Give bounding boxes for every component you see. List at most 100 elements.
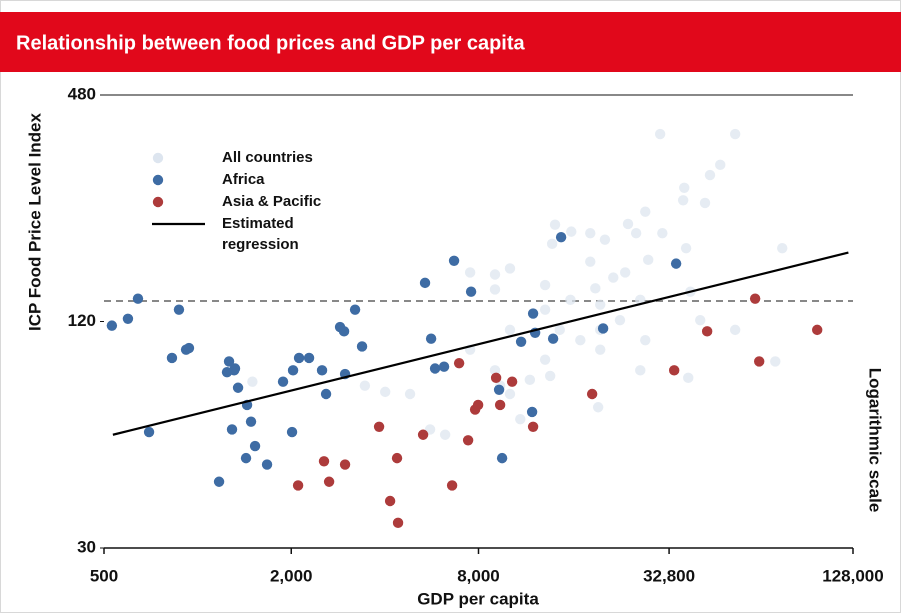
x-tick-label: 500 [90, 566, 118, 585]
point [539, 354, 551, 365]
point [316, 365, 328, 376]
point [515, 413, 526, 425]
point [524, 374, 536, 385]
point [166, 352, 178, 364]
legend-label: Africa [222, 171, 265, 188]
point [320, 388, 332, 400]
point [504, 388, 516, 400]
point [173, 304, 185, 315]
point [729, 324, 741, 336]
point [303, 352, 315, 364]
point [496, 452, 508, 464]
point [453, 357, 465, 369]
point [261, 459, 273, 470]
chart-title: Relationship between food prices and GDP… [16, 32, 526, 54]
point [490, 372, 502, 384]
point [547, 333, 559, 344]
point [546, 238, 558, 250]
point [677, 195, 689, 206]
point [489, 284, 501, 295]
point [106, 320, 118, 331]
point [404, 388, 416, 400]
point [565, 294, 576, 306]
point [183, 342, 195, 354]
legend-marker [152, 196, 164, 208]
x-tick-label: 128,000 [822, 566, 883, 585]
point [286, 426, 298, 438]
point [749, 293, 761, 304]
point [439, 429, 451, 440]
point [472, 399, 484, 411]
legend-label: All countries [222, 149, 313, 166]
point [683, 372, 694, 384]
point [446, 480, 458, 491]
point [527, 308, 539, 319]
point [592, 402, 604, 413]
point [318, 456, 330, 467]
point [359, 380, 371, 391]
point [356, 341, 368, 352]
point [642, 254, 654, 266]
point [668, 365, 680, 376]
legend-label: Estimated regression [222, 215, 299, 253]
point [349, 304, 361, 315]
point [704, 169, 716, 181]
point [680, 242, 692, 254]
point [630, 228, 642, 239]
point [438, 361, 450, 372]
point [635, 365, 646, 376]
x-axis-label: GDP per capita [417, 589, 539, 608]
point [323, 476, 335, 487]
point [695, 314, 706, 326]
point [448, 255, 460, 266]
point [777, 242, 788, 254]
point [555, 232, 567, 243]
point [622, 218, 634, 230]
legend-marker [152, 152, 164, 164]
y-tick-label: 120 [68, 311, 96, 330]
point [464, 267, 476, 278]
point [595, 299, 606, 310]
point [213, 476, 225, 487]
point [247, 376, 258, 387]
y-tick-label: 30 [77, 537, 96, 556]
point [544, 370, 556, 382]
point [419, 277, 431, 289]
point [132, 293, 144, 304]
point [373, 421, 385, 432]
point [619, 267, 631, 278]
point [277, 376, 289, 387]
point [549, 219, 561, 230]
y-axis-label: ICP Food Price Level Index [25, 112, 44, 330]
point [226, 424, 238, 435]
point [812, 324, 823, 336]
point [287, 365, 299, 376]
point [640, 206, 651, 217]
x-tick-label: 8,000 [457, 566, 500, 585]
point [640, 335, 651, 346]
point [539, 304, 551, 315]
point [293, 352, 305, 364]
point [608, 272, 619, 283]
annotation: Logarithmic scale [866, 368, 885, 513]
point [292, 480, 304, 491]
point [429, 363, 441, 374]
legend-label: Asia & Pacific [222, 193, 322, 210]
point [595, 344, 606, 355]
point [515, 336, 527, 347]
point [770, 356, 781, 367]
point [527, 421, 539, 432]
point [699, 197, 711, 209]
x-tick-label: 32,800 [643, 566, 695, 585]
point [223, 356, 235, 367]
point [240, 452, 252, 464]
point [597, 323, 609, 334]
point [339, 459, 351, 470]
point [554, 324, 565, 336]
point [232, 382, 244, 393]
point [599, 234, 611, 245]
point [586, 388, 598, 400]
legend-marker [152, 174, 164, 186]
